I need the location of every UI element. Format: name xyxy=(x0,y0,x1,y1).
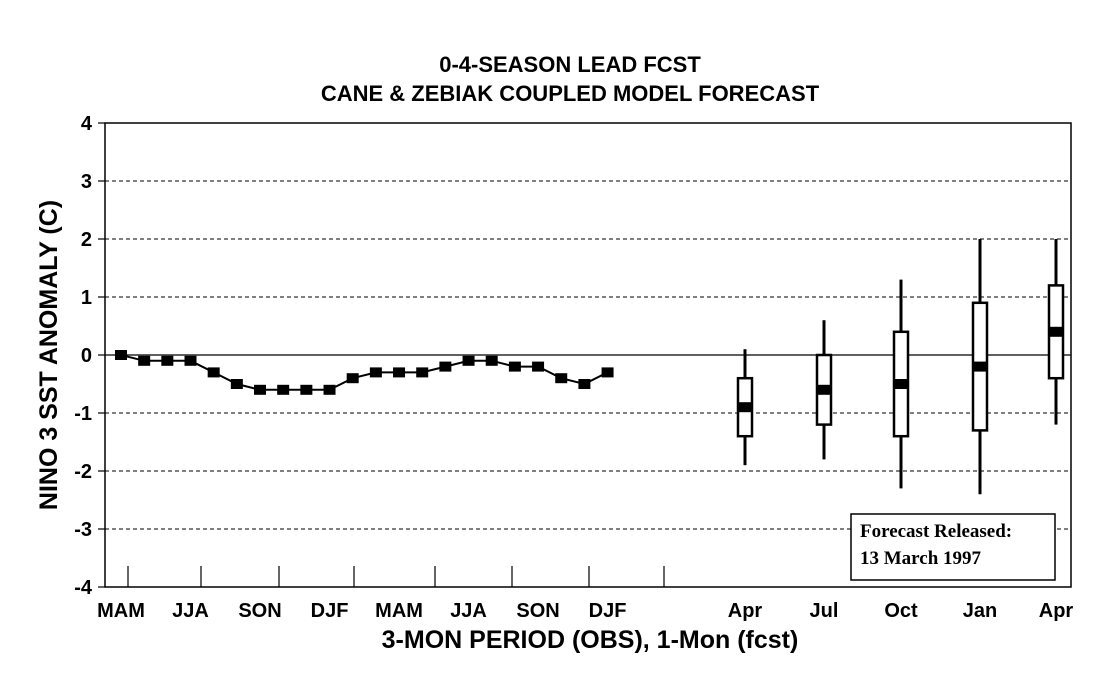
y-tick-label: -4 xyxy=(74,577,93,599)
observed-point xyxy=(346,373,359,384)
y-tick-label: -3 xyxy=(74,519,92,541)
observed-point xyxy=(138,355,151,366)
observed-point xyxy=(369,367,382,378)
grid-lines xyxy=(105,180,1071,530)
observed-point xyxy=(115,350,127,360)
median-marker xyxy=(738,402,752,413)
observed-point xyxy=(184,355,197,366)
median-marker xyxy=(973,361,987,372)
median-marker xyxy=(817,384,831,395)
forecast-release-note: Forecast Released: 13 March 1997 xyxy=(850,513,1056,581)
median-marker xyxy=(1049,326,1063,337)
x-axis-title: 3-MON PERIOD (OBS), 1-Mon (fcst) xyxy=(382,626,799,654)
observed-point xyxy=(555,373,568,384)
x-tick-label: DJF xyxy=(311,600,349,622)
observed-series xyxy=(115,350,614,395)
chart-title: 0-4-SEASON LEAD FCST xyxy=(439,52,701,77)
x-tick-label: Jul xyxy=(810,600,839,622)
note-line-2: 13 March 1997 xyxy=(860,548,982,569)
observed-point xyxy=(462,355,475,366)
y-tick-label: -2 xyxy=(74,461,92,483)
observed-point xyxy=(508,361,521,372)
x-tick-label: Apr xyxy=(1039,600,1074,622)
observed-point xyxy=(323,384,336,395)
y-tick-label: 3 xyxy=(81,171,92,193)
observed-point xyxy=(207,367,220,378)
x-tick-label: MAM xyxy=(375,600,423,622)
observed-point xyxy=(439,361,452,372)
chart-titles: 0-4-SEASON LEAD FCST CANE & ZEBIAK COUPL… xyxy=(321,52,820,106)
forecast-box-jan xyxy=(971,239,989,495)
y-tick-label: 4 xyxy=(81,113,93,135)
x-tick-label: SON xyxy=(516,600,559,622)
observed-point xyxy=(485,355,498,366)
observed-point xyxy=(578,379,591,389)
observed-point xyxy=(230,379,243,389)
x-tick-label: JJA xyxy=(172,600,209,622)
forecast-box-apr xyxy=(1047,239,1065,425)
y-axis-ticks: 4 3 2 1 0 -1 -2 -3 -4 xyxy=(74,113,105,599)
y-tick-label: 1 xyxy=(81,287,92,309)
x-tick-label: SON xyxy=(238,600,281,622)
observed-point xyxy=(393,367,406,378)
forecast-series xyxy=(736,239,1065,495)
observed-point xyxy=(300,384,313,395)
observed-point xyxy=(254,384,267,395)
x-tick-label: JJA xyxy=(450,600,487,622)
x-tick-label: Oct xyxy=(884,600,918,622)
y-tick-label: 2 xyxy=(81,229,92,251)
median-marker xyxy=(894,379,908,389)
note-line-1: Forecast Released: xyxy=(860,521,1012,542)
chart-subtitle: CANE & ZEBIAK COUPLED MODEL FORECAST xyxy=(321,81,820,106)
forecast-box-apr xyxy=(736,349,754,466)
note-box xyxy=(850,513,1056,581)
y-tick-label: -1 xyxy=(74,403,92,425)
x-tick-label: Jan xyxy=(963,600,997,622)
x-tick-label: Apr xyxy=(728,600,763,622)
y-axis-title: NINO 3 SST ANOMALY (C) xyxy=(35,200,63,510)
forecast-box-oct xyxy=(892,279,910,489)
x-tick-label: DJF xyxy=(589,600,627,622)
forecast-box-jul xyxy=(815,320,833,460)
observed-point xyxy=(161,355,174,366)
observed-point xyxy=(601,367,614,378)
x-tick-label: MAM xyxy=(97,600,145,622)
observed-line xyxy=(120,354,609,391)
observed-point xyxy=(532,361,545,372)
observed-point xyxy=(277,384,290,395)
x-axis-ticks: MAM JJA SON DJF MAM JJA SON DJF Apr Jul Oct Jan Apr xyxy=(97,566,1073,622)
y-tick-label: 0 xyxy=(81,345,92,367)
observed-point xyxy=(416,367,429,378)
